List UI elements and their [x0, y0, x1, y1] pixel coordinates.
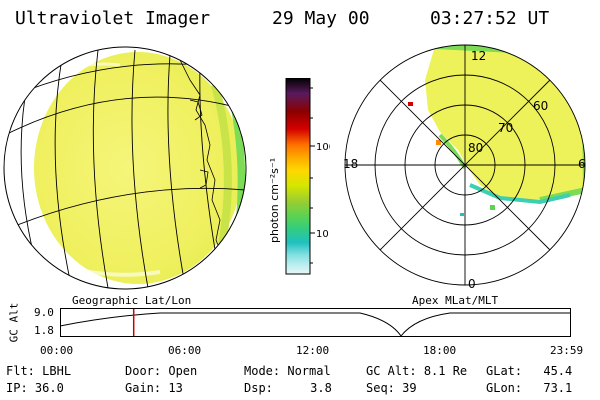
- time-tick-1800: 18:00: [423, 344, 457, 357]
- mlt-label-12: 12: [471, 49, 486, 63]
- mlat-label-80: 80: [468, 141, 483, 155]
- time-tick-0000: 00:00: [40, 344, 74, 357]
- date-label: 29 May 00: [272, 8, 370, 29]
- time-tick-2359: 23:59: [550, 344, 584, 357]
- mlt-label-0: 0: [468, 277, 476, 290]
- geographic-globe-image: [3, 46, 247, 290]
- colorbar-unit-label: photon cm⁻²s⁻¹: [268, 158, 281, 243]
- altitude-tick-9: 9.0: [34, 306, 54, 319]
- time-tick-0600: 06:00: [168, 344, 202, 357]
- mlat-label-70: 70: [498, 121, 513, 135]
- altitude-strip-plot: [60, 308, 571, 337]
- colorbar-tick-10: 10: [316, 229, 329, 240]
- info-gc-alt: GC Alt: 8.1 Re: [366, 364, 468, 378]
- instrument-title: Ultraviolet Imager: [15, 8, 211, 29]
- info-ip: IP: 36.0: [6, 381, 64, 395]
- info-seq: Seq: 39: [366, 381, 417, 395]
- geographic-label: Geographic Lat/Lon: [72, 294, 192, 307]
- colorbar-tick-100: 100: [316, 142, 330, 153]
- apex-label: Apex MLat/MLT: [412, 294, 499, 307]
- info-dsp: Dsp: 3.8: [244, 381, 332, 395]
- info-flt: Flt: LBHL: [6, 364, 72, 378]
- info-door: Door: Open: [125, 364, 198, 378]
- time-label: 03:27:52 UT: [430, 8, 550, 29]
- info-glat: GLat: 45.4: [486, 364, 573, 378]
- info-glon: GLon: 73.1: [486, 381, 573, 395]
- altitude-axis-label: GC Alt: [7, 302, 21, 343]
- polar-mlt-plot: 80 70 60 12 18 6 0: [343, 44, 586, 290]
- altitude-tick-1-8: 1.8: [34, 324, 54, 337]
- info-gain: Gain: 13: [125, 381, 183, 395]
- colorbar: 100 10 photon cm⁻²s⁻¹: [268, 78, 330, 275]
- time-tick-1200: 12:00: [296, 344, 330, 357]
- info-mode: Mode: Normal: [244, 364, 331, 378]
- mlat-label-60: 60: [533, 99, 548, 113]
- mlt-label-6: 6: [578, 157, 586, 171]
- mlt-label-18: 18: [343, 157, 358, 171]
